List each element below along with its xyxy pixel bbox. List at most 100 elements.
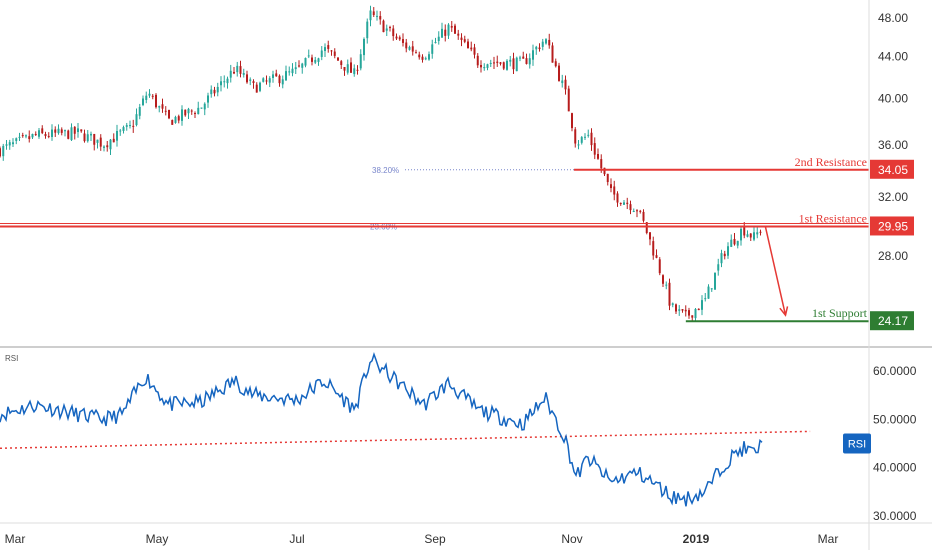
candle-body (759, 231, 762, 233)
candle-body (733, 238, 736, 245)
candle-body (405, 42, 408, 49)
candle-body (753, 232, 755, 240)
candle-body (2, 145, 5, 157)
time-tick-label: Sep (424, 532, 446, 546)
rsi-tick-label: 50.0000 (873, 412, 917, 426)
candle-body (743, 227, 746, 236)
level-value-text: 34.05 (878, 163, 908, 177)
candle-body (353, 68, 356, 75)
candle-body (314, 59, 317, 63)
candle-body (415, 52, 417, 54)
candle-body (746, 234, 749, 237)
candle-body (418, 54, 421, 58)
candle-body (545, 39, 547, 44)
candle-body (246, 74, 248, 83)
candle-body (551, 45, 554, 63)
candle-body (675, 304, 677, 312)
candle-body (496, 61, 499, 63)
candle-body (164, 110, 167, 112)
price-tick-label: 44.00 (878, 49, 908, 63)
candle-body (655, 255, 658, 258)
candle-body (119, 130, 122, 132)
candle-body (8, 142, 11, 146)
candle-body (385, 28, 388, 31)
candle-body (538, 47, 541, 50)
candle-body (616, 193, 619, 203)
candle-body (41, 128, 44, 134)
candle-body (535, 46, 538, 50)
level-label: 2nd Resistance (795, 155, 867, 169)
candle-body (720, 253, 723, 264)
candle-body (223, 81, 226, 83)
candle-body (70, 127, 73, 141)
rsi-line (0, 352, 763, 507)
level-value-text: 24.17 (878, 314, 908, 328)
candle-body (132, 125, 135, 127)
candle-body (138, 106, 141, 116)
candle-body (255, 84, 258, 93)
time-tick-label: Nov (561, 532, 582, 546)
candle-body (366, 21, 369, 39)
level-label: 1st Resistance (799, 211, 867, 225)
candle-body (470, 47, 473, 50)
candle-body (558, 65, 560, 81)
candle-body (203, 103, 206, 110)
candle-body (356, 69, 359, 71)
candle-body (671, 303, 674, 305)
candle-body (662, 275, 664, 284)
candle-body (236, 65, 239, 73)
candle-body (44, 134, 47, 137)
price-tick-label: 32.00 (878, 190, 908, 204)
candle-body (577, 144, 580, 146)
candle-body (704, 298, 707, 300)
candle-body (522, 56, 525, 59)
rsi-tick-label: 60.0000 (873, 364, 917, 378)
candle-body (639, 210, 642, 212)
candle-body (623, 202, 625, 205)
candle-body (307, 55, 310, 57)
candle-body (122, 127, 125, 131)
candle-body (197, 107, 200, 115)
level-value-text: 29.95 (878, 219, 908, 233)
candle-body (272, 74, 274, 78)
candle-body (262, 78, 265, 82)
candle-body (717, 264, 720, 271)
price-tick-label: 36.00 (878, 138, 908, 152)
candle-body (532, 50, 534, 60)
candle-body (51, 129, 53, 137)
price-tick-label: 48.00 (878, 11, 908, 25)
candle-body (158, 106, 161, 108)
candle-body (398, 37, 401, 40)
candle-body (597, 154, 599, 159)
rsi-tick-label: 30.0000 (873, 509, 917, 523)
candle-body (431, 44, 434, 54)
candle-body (499, 62, 502, 64)
candle-body (483, 66, 486, 69)
candle-body (359, 54, 362, 69)
candle-body (457, 33, 460, 36)
candle-body (129, 125, 131, 127)
candle-body (252, 81, 255, 84)
time-tick-label: Mar (818, 532, 839, 546)
candle-body (681, 309, 684, 311)
candle-body (174, 116, 177, 123)
candle-body (600, 159, 603, 169)
candle-body (93, 133, 96, 145)
candle-body (194, 113, 196, 115)
candle-body (756, 232, 759, 235)
candle-body (447, 24, 450, 36)
candle-body (567, 88, 570, 112)
candle-body (268, 78, 271, 83)
candle-body (337, 57, 339, 61)
level-value-tag (870, 216, 914, 236)
level-label: 1st Support (812, 306, 868, 320)
candle-body (67, 130, 70, 139)
price-tick-label: 28.00 (878, 249, 908, 263)
candle-body (330, 50, 333, 52)
candle-body (54, 129, 57, 133)
candle-body (541, 41, 544, 47)
candle-body (12, 142, 14, 145)
candle-body (103, 146, 105, 148)
